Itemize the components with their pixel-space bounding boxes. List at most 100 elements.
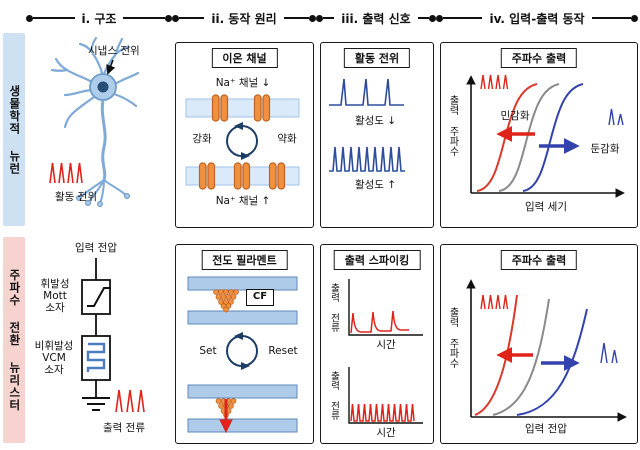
x-axis-label-bottom: 시간 xyxy=(376,427,396,439)
na-channel-down-label: Na⁺ 채널 ↓ xyxy=(215,77,271,89)
axes-top-plot xyxy=(348,279,423,336)
header-col-structure: i. 구조 xyxy=(26,9,172,27)
header-label-principle: ii. 동작 원리 xyxy=(211,11,277,26)
panel-bio-signal: 활동 전위 활성도 ↓ 활성도 ↑ xyxy=(320,42,434,228)
ion-channel-icon xyxy=(268,162,286,190)
ion-channel-diagram xyxy=(185,94,300,190)
x-axis-label: 입력 세기 xyxy=(525,201,567,213)
input-voltage-label: 입력 전압 xyxy=(75,242,117,254)
cf-label-box: CF xyxy=(246,289,274,306)
header-col-principle: ii. 동작 원리 xyxy=(172,9,316,27)
y-axis-label: 출력 주파수 xyxy=(447,95,458,156)
activity-up-label: 활성도 ↑ xyxy=(354,179,397,191)
synapse-potential-label: 시냅스 전위 xyxy=(88,45,140,57)
output-spike-icon xyxy=(115,389,145,413)
desensitize-label: 둔감화 xyxy=(590,143,620,155)
header-label-signal: iii. 출력 신호 xyxy=(341,11,411,26)
filament-cone-full xyxy=(213,289,239,313)
row-label-frequency-neuristor: 주파수 전환 뉴리스터 xyxy=(3,237,25,443)
cycle-arrows-icon xyxy=(226,122,258,160)
filament-diagram xyxy=(187,276,298,434)
mott-device-symbol xyxy=(81,279,111,315)
red-spike-train-icon xyxy=(480,74,509,90)
axes-bottom-plot xyxy=(348,367,423,424)
memristor-meander-icon xyxy=(86,342,106,372)
panel-title-frequency-output: 주파수 출력 xyxy=(500,48,578,68)
timeline-dot xyxy=(309,14,316,22)
synapse-arrow xyxy=(106,59,116,75)
mott-device-label: 휘발성 Mott 소자 xyxy=(40,278,70,315)
panel-title-output-spiking: 출력 스파이킹 xyxy=(333,250,421,270)
panel-neuristor-io: 주파수 출력 출력 주파수 입력 전압 xyxy=(440,244,638,444)
dense-output-spikes xyxy=(350,403,415,422)
curve-sensitized xyxy=(476,83,538,192)
timeline-line xyxy=(417,17,430,19)
blue-spike-train-icon xyxy=(608,108,624,126)
axon xyxy=(100,99,107,181)
timeline-line xyxy=(179,17,205,19)
timeline-dot xyxy=(436,14,443,22)
timeline-line xyxy=(323,17,335,19)
curve-sensitized xyxy=(474,294,518,416)
reset-label: Reset xyxy=(268,345,298,357)
header-label-io: iv. 입력-출력 동작 xyxy=(489,11,585,26)
sensitize-label: 민감화 xyxy=(500,110,530,122)
panel-title-action-potential: 활동 전위 xyxy=(343,48,411,68)
blue-spike-train-icon xyxy=(600,342,618,364)
circuit-diagram xyxy=(81,258,145,413)
membrane-many-channels xyxy=(185,162,300,190)
header-col-signal: iii. 출력 신호 xyxy=(316,9,437,27)
ion-channel-icon xyxy=(253,94,271,122)
curve-baseline xyxy=(492,298,550,416)
activity-down-label: 활성도 ↓ xyxy=(354,115,397,127)
panel-neuristor-signal: 출력 스파이킹 출력 전류 시간 출력 전류 시간 xyxy=(320,244,434,444)
sparse-output-spikes xyxy=(350,310,409,334)
panel-bio-structure: 시냅스 전위 활동 전위 xyxy=(30,33,168,231)
timeline-line xyxy=(591,17,631,19)
timeline-line xyxy=(443,17,483,19)
set-label: Set xyxy=(199,345,217,357)
timeline-dot xyxy=(26,14,33,22)
panel-neuristor-principle: 전도 필라멘트 xyxy=(175,244,314,444)
row-label-text: 주파수 전환 뉴리스터 xyxy=(7,268,22,412)
timeline-dot xyxy=(172,14,179,22)
ion-channel-icon xyxy=(233,162,251,190)
spike-traces xyxy=(329,78,405,172)
timeline-line xyxy=(33,17,75,19)
y-axis-label-top: 출력 전류 xyxy=(328,283,340,332)
exponential-graph xyxy=(466,279,627,422)
panel-bio-principle: 이온 채널 xyxy=(175,42,314,228)
ground-icon xyxy=(82,397,110,411)
x-axis-label: 입력 전압 xyxy=(525,423,567,435)
vcm-device-label: 비휘발성 VCM 소자 xyxy=(34,340,74,377)
row-label-biological-neuron: 생물학적 뉴런 xyxy=(3,33,25,226)
device-reset-state xyxy=(187,384,298,434)
panel-title-ion-channel: 이온 채널 xyxy=(211,48,278,68)
action-potential-spikes xyxy=(49,162,83,184)
ion-channel-icon xyxy=(211,94,229,122)
curve-baseline xyxy=(498,83,560,192)
membrane-few-channels xyxy=(185,94,300,122)
neuron-illustration xyxy=(49,36,140,208)
sparse-spike-trace xyxy=(329,78,404,106)
mott-switch-icon xyxy=(87,287,111,307)
x-axis-label-top: 시간 xyxy=(376,339,396,351)
timeline-dot xyxy=(165,14,172,22)
dendrites xyxy=(50,36,140,129)
ion-channel-icon xyxy=(198,162,216,190)
panel-title-conductive-filament: 전도 필라멘트 xyxy=(201,250,288,270)
header-col-io: iv. 입력-출력 동작 xyxy=(436,9,638,27)
y-axis-label-bottom: 출력 전류 xyxy=(328,371,340,420)
action-potential-label: 활동 전위 xyxy=(55,191,97,203)
panel-title-frequency-output-2: 주파수 출력 xyxy=(500,250,578,270)
spiking-plots xyxy=(348,279,423,424)
red-spike-train-icon xyxy=(480,294,509,310)
vcm-device-symbol xyxy=(81,335,111,381)
dense-spike-trace xyxy=(329,146,405,172)
na-channel-up-label: Na⁺ 채널 ↑ xyxy=(215,195,271,207)
strengthen-label: 강화 xyxy=(192,133,212,145)
terminal-boutons xyxy=(75,193,130,208)
curve-desensitized xyxy=(522,83,584,192)
timeline-line xyxy=(283,17,309,19)
